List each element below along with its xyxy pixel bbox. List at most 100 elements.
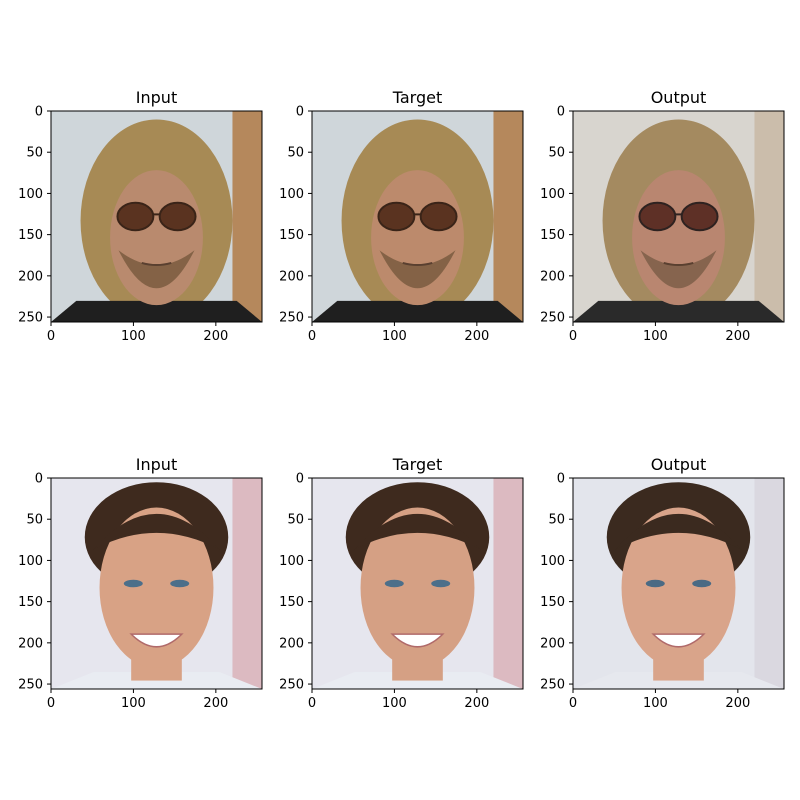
- y-tick-label: 250: [279, 678, 304, 693]
- smile-shape: [651, 633, 706, 648]
- beard-shape: [118, 250, 195, 289]
- shirt-shape: [312, 300, 523, 322]
- subplot-1-0: Input 0 100 200 0 50 100 150 200 250: [18, 455, 263, 711]
- x-tick-label: 0: [308, 329, 316, 344]
- y-tick-label: 150: [540, 595, 565, 610]
- background-accent: [754, 478, 784, 689]
- x-tick-label: 200: [725, 329, 750, 344]
- subplot-title: Output: [651, 88, 707, 107]
- right-lens: [158, 201, 197, 232]
- background-accent: [493, 111, 523, 322]
- axes-frame: [50, 110, 263, 323]
- beard-shape: [640, 250, 717, 289]
- y-tick-label: 150: [279, 228, 304, 243]
- y-tick-label: 50: [287, 513, 304, 528]
- right-eye: [692, 579, 712, 588]
- y-tick-label: 50: [26, 146, 43, 161]
- y-tick-label: 0: [557, 105, 565, 120]
- y-tick-label: 100: [540, 187, 565, 202]
- subplot-title: Output: [651, 455, 707, 474]
- left-eye: [123, 579, 143, 588]
- subplot-title: Target: [392, 88, 443, 107]
- face-shape: [360, 507, 475, 668]
- subplot-0-1: Target 0 100 200 0 50 100 150 200 250: [279, 88, 524, 344]
- y-tick-label: 200: [279, 636, 304, 651]
- subplot-1-1: Target 0 100 200 0 50 100 150 200 250: [279, 455, 524, 711]
- axes-frame: [572, 477, 785, 690]
- left-eye: [384, 579, 404, 588]
- right-lens: [419, 201, 458, 232]
- y-tick-label: 250: [18, 311, 43, 326]
- subplot-0-2: Output 0 100 200 0 50 100 150 200 250: [540, 88, 785, 344]
- background-accent: [232, 478, 262, 689]
- subplot-0-0: Input 0 100 200 0 50 100 150 200 250: [18, 88, 263, 344]
- mouth-shape: [141, 261, 172, 267]
- x-tick-label: 100: [382, 696, 407, 711]
- y-tick-label: 0: [296, 472, 304, 487]
- x-tick-label: 100: [382, 329, 407, 344]
- y-tick-label: 250: [540, 311, 565, 326]
- subplot-title: Input: [136, 455, 177, 474]
- face-image: [51, 111, 262, 322]
- x-tick-label: 200: [464, 696, 489, 711]
- shirt-shape: [573, 300, 784, 322]
- y-tick-label: 0: [35, 105, 43, 120]
- x-tick-label: 0: [569, 329, 577, 344]
- y-tick-label: 100: [18, 554, 43, 569]
- face-image: [573, 111, 784, 322]
- left-lens: [638, 201, 677, 232]
- x-tick-label: 0: [47, 329, 55, 344]
- y-tick-label: 100: [18, 187, 43, 202]
- subplot-title: Input: [136, 88, 177, 107]
- hair-top: [93, 513, 220, 550]
- background-accent: [232, 111, 262, 322]
- y-tick-label: 0: [296, 105, 304, 120]
- mouth-shape: [402, 261, 433, 267]
- y-tick-label: 200: [279, 269, 304, 284]
- y-tick-label: 150: [18, 595, 43, 610]
- face-image: [312, 478, 523, 689]
- y-tick-label: 100: [279, 554, 304, 569]
- y-tick-label: 200: [18, 636, 43, 651]
- face-shape: [621, 507, 736, 668]
- x-tick-label: 100: [121, 329, 146, 344]
- face-image: [573, 478, 784, 689]
- left-eye: [645, 579, 665, 588]
- x-tick-label: 200: [464, 329, 489, 344]
- y-tick-label: 50: [287, 146, 304, 161]
- y-tick-label: 100: [279, 187, 304, 202]
- y-tick-label: 150: [540, 228, 565, 243]
- subplot-title: Target: [392, 455, 443, 474]
- y-tick-label: 250: [18, 678, 43, 693]
- subplot-1-2: Output 0 100 200 0 50 100 150 200 250: [540, 455, 785, 711]
- smile-shape: [129, 633, 184, 648]
- x-tick-label: 0: [569, 696, 577, 711]
- face-image: [51, 478, 262, 689]
- y-tick-label: 250: [279, 311, 304, 326]
- x-tick-label: 100: [643, 696, 668, 711]
- y-tick-label: 50: [548, 146, 565, 161]
- hair-top: [615, 513, 742, 550]
- shirt-shape: [51, 300, 262, 322]
- x-tick-label: 200: [725, 696, 750, 711]
- y-tick-label: 200: [540, 269, 565, 284]
- y-tick-label: 150: [279, 595, 304, 610]
- background-accent: [754, 111, 784, 322]
- face-image: [312, 111, 523, 322]
- y-tick-label: 250: [540, 678, 565, 693]
- y-tick-label: 200: [18, 269, 43, 284]
- hair-top: [354, 513, 481, 550]
- y-tick-label: 50: [548, 513, 565, 528]
- y-tick-label: 150: [18, 228, 43, 243]
- left-lens: [377, 201, 416, 232]
- x-tick-label: 0: [308, 696, 316, 711]
- x-tick-label: 200: [203, 329, 228, 344]
- background-accent: [493, 478, 523, 689]
- right-lens: [680, 201, 719, 232]
- y-tick-label: 50: [26, 513, 43, 528]
- smile-shape: [390, 633, 445, 648]
- right-eye: [170, 579, 190, 588]
- left-lens: [116, 201, 155, 232]
- y-tick-label: 0: [35, 472, 43, 487]
